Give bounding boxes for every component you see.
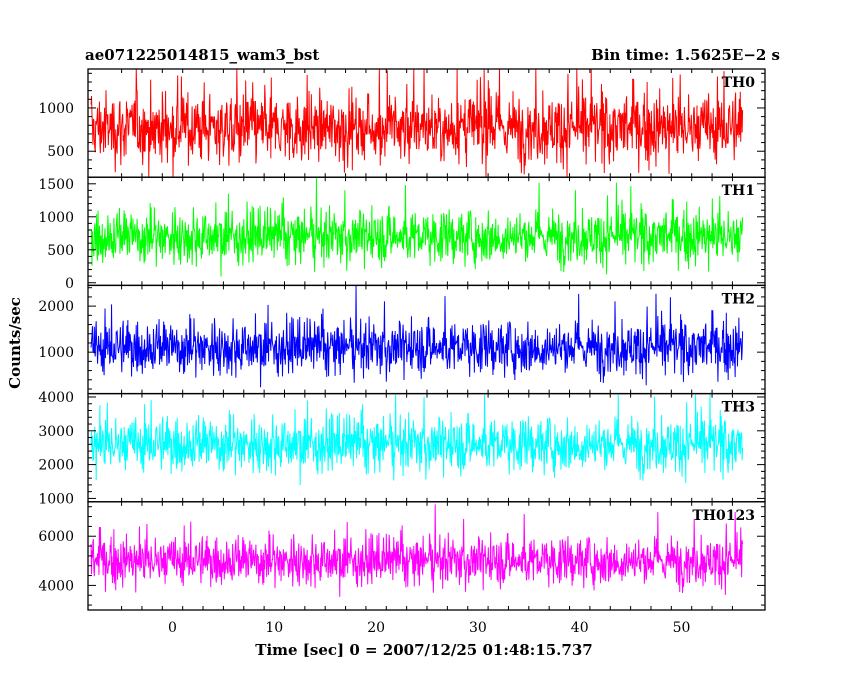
y-axis-label: Counts/sec [6,297,24,389]
bin-time-label: Bin time: 1.5625E−2 s [591,46,780,64]
x-tick-label: 50 [673,620,691,636]
x-tick-label: 10 [265,620,283,636]
panel-th2: 1000 2000 TH2 [38,284,766,395]
y-tick-label: 1000 [38,101,74,117]
panel-th0123: 4000 6000 TH0123 [38,501,766,611]
y-tick-label: 500 [47,144,74,160]
y-tick-label: 4000 [38,578,74,594]
y-tick-label: 0 [65,276,74,292]
series-line-th1 [90,177,744,277]
y-tick-label: 2000 [38,458,74,474]
y-tick-label: 2000 [38,299,74,315]
y-tick-label: 500 [47,243,74,259]
series-line-th0 [90,69,744,178]
y-tick-label: 1000 [38,210,74,226]
panel-th3: 1000 2000 3000 4000 TH3 [38,390,766,507]
y-tick-label: 1000 [38,345,74,361]
series-name-label: TH0 [722,75,756,91]
series-name-label: TH1 [722,183,755,199]
x-tick-label: 40 [571,620,589,636]
panel-th0: 500 1000 TH0 [38,68,766,178]
series-name-label: TH0123 [692,508,755,524]
x-tick-label: 30 [469,620,487,636]
y-tick-label: 3000 [38,424,74,440]
series-name-label: TH2 [722,291,755,307]
series-line-th3 [90,393,744,486]
x-tick-label: 20 [367,620,385,636]
y-tick-label: 4000 [38,390,74,406]
x-axis-label: Time [sec] 0 = 2007/12/25 01:48:15.737 [255,641,592,659]
series-line-th0123 [90,504,744,597]
panel-th1: 0 500 1000 1500 TH1 [38,176,766,292]
series-name-label: TH3 [722,400,755,416]
series-line-th2 [90,285,744,388]
chart-title: ae071225014815_wam3_bst [85,46,319,64]
y-tick-label: 1500 [38,177,74,193]
x-tick-label: 0 [168,620,177,636]
y-tick-label: 1000 [38,491,74,507]
y-tick-label: 6000 [38,529,74,545]
